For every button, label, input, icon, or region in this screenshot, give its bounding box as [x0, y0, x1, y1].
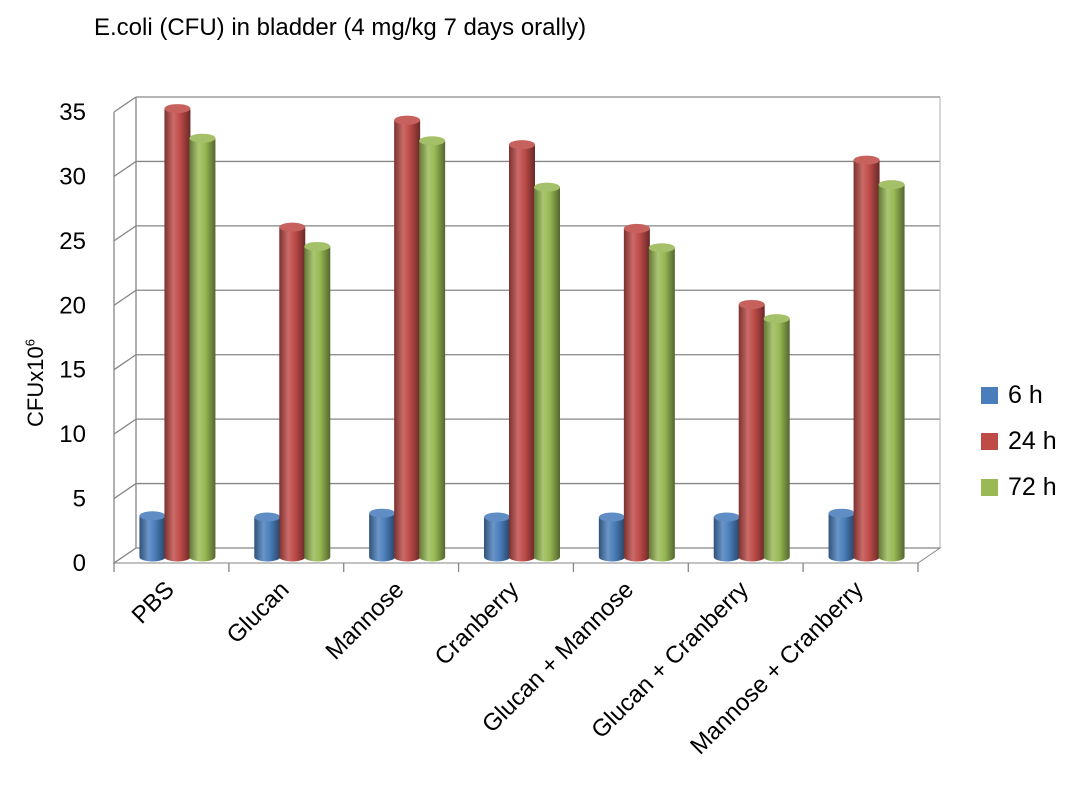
bar-body — [394, 120, 421, 562]
bar — [828, 508, 855, 562]
gridline-side — [113, 225, 137, 242]
bar — [484, 512, 510, 562]
legend-item: 24 h — [981, 418, 1057, 464]
y-tick-label: 30 — [59, 163, 86, 190]
bar — [189, 133, 216, 562]
bar — [164, 104, 191, 562]
bar-top — [828, 508, 855, 518]
x-tick-label: Mannose — [320, 576, 409, 665]
legend-swatch — [981, 478, 998, 496]
bar — [139, 511, 166, 562]
bar-body — [509, 144, 535, 562]
bar-top — [419, 136, 446, 146]
bar — [534, 182, 560, 562]
bar-top — [878, 180, 905, 190]
bar-top — [189, 133, 216, 143]
bars — [139, 104, 905, 562]
bar — [623, 223, 650, 562]
bar-top — [648, 243, 675, 253]
bar-body — [484, 517, 510, 562]
bar-top — [509, 140, 535, 150]
bar — [254, 512, 281, 562]
y-tick-label: 15 — [59, 357, 86, 384]
bar-top — [369, 508, 396, 518]
legend-swatch — [981, 432, 998, 450]
legend-label: 24 h — [1008, 426, 1057, 455]
bar — [394, 115, 421, 562]
bar — [369, 508, 396, 562]
bar-body — [164, 108, 191, 562]
bar — [598, 512, 625, 562]
bar-body — [139, 515, 166, 562]
bar — [279, 222, 306, 562]
y-tick-label: 35 — [59, 99, 86, 126]
bar-body — [304, 246, 331, 562]
bar — [713, 512, 740, 562]
bar-body — [878, 184, 905, 562]
legend: 6 h 24 h 72 h — [981, 372, 1057, 510]
bar-top — [484, 512, 510, 522]
y-tick-label: 25 — [59, 228, 86, 255]
bar-body — [279, 227, 306, 562]
bar-body — [623, 228, 650, 562]
legend-label: 72 h — [1008, 472, 1057, 501]
axes — [113, 97, 941, 572]
legend-label: 6 h — [1008, 380, 1043, 409]
legend-item: 72 h — [981, 464, 1057, 510]
bar — [304, 241, 331, 562]
bar-top — [304, 241, 331, 251]
bar-top — [254, 512, 281, 522]
bar-body — [369, 513, 396, 562]
bar — [648, 243, 675, 562]
chart-title: E.coli (CFU) in bladder (4 mg/kg 7 days … — [94, 14, 587, 41]
bar-body — [713, 517, 740, 562]
bar-body — [738, 304, 765, 562]
x-tick-label: PBS — [127, 576, 180, 629]
y-tick-label: 5 — [73, 486, 86, 513]
bar-top — [139, 511, 166, 521]
y-tick-label: 10 — [59, 421, 86, 448]
bar-body — [828, 513, 855, 562]
y-tick-labels: 0 5 10 15 20 25 30 35 — [59, 99, 86, 577]
bar-top — [623, 223, 650, 233]
gridline-side — [113, 160, 137, 177]
y-tick-label: 0 — [73, 550, 86, 577]
legend-item: 6 h — [981, 372, 1057, 418]
bar-top — [534, 182, 560, 192]
gridline-side — [113, 354, 137, 371]
x-tick-label: Cranberry — [430, 576, 525, 671]
bar-top — [763, 314, 790, 324]
bar — [738, 299, 765, 562]
bar-body — [763, 318, 790, 562]
gridline-side — [113, 96, 137, 113]
bar-body — [853, 160, 880, 562]
legend-swatch — [981, 386, 998, 404]
gridline-side — [113, 289, 137, 306]
bar-top — [738, 299, 765, 309]
bar-top — [853, 155, 880, 165]
y-tick-label: 20 — [59, 292, 86, 319]
bar-body — [189, 138, 216, 562]
bar-body — [419, 140, 446, 562]
gridline-side — [113, 418, 137, 435]
x-tick-label: Glucan — [222, 576, 295, 649]
bar-body — [598, 517, 625, 562]
bar — [853, 155, 880, 562]
bar-top — [713, 512, 740, 522]
gridline-side — [113, 483, 137, 500]
bar — [763, 314, 790, 562]
bar-top — [164, 104, 191, 114]
bar-body — [648, 247, 675, 562]
bar — [419, 136, 446, 562]
bar — [509, 140, 535, 562]
bar-body — [254, 517, 281, 562]
bar-top — [598, 512, 625, 522]
bar-top — [279, 222, 306, 232]
bar — [878, 180, 905, 562]
gridline-side — [113, 547, 137, 564]
bar-top — [394, 115, 421, 125]
bar-body — [534, 187, 560, 562]
